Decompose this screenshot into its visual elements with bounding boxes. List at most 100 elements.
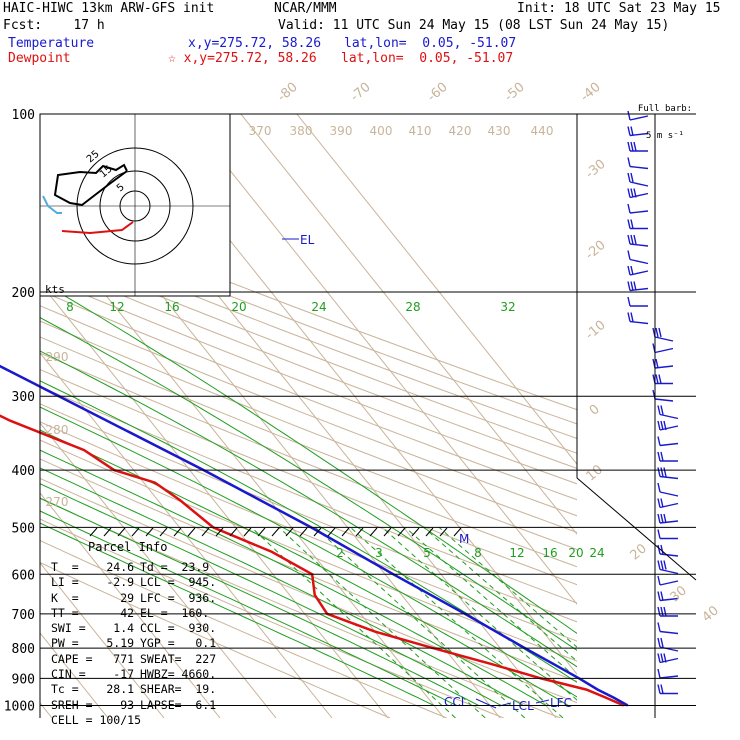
annotation-lcl: LCL bbox=[512, 699, 534, 713]
barb-legend-line2: 5 m s⁻¹ bbox=[646, 131, 684, 141]
wind-barb-shaft bbox=[659, 675, 679, 679]
dewpoint-xy: ☆ x,y=275.72, 58.26 bbox=[168, 51, 317, 66]
wind-barb bbox=[657, 405, 679, 420]
wind-barb bbox=[657, 606, 678, 617]
mixing-ratio-line bbox=[251, 527, 456, 718]
level-hatch bbox=[131, 527, 140, 537]
wind-barb bbox=[652, 327, 674, 342]
wind-barb-shaft bbox=[629, 115, 649, 121]
isotherm-label: -30 bbox=[583, 157, 609, 182]
mixing-ratio-line bbox=[405, 527, 577, 679]
mixing-ratio-label: 2 bbox=[336, 546, 344, 560]
wind-barb bbox=[627, 250, 649, 265]
temperature-xy: x,y=275.72, 58.26 bbox=[188, 36, 322, 51]
mixing-ratio-label: 8 bbox=[474, 546, 482, 560]
isotherm-label: -10 bbox=[583, 318, 609, 343]
wind-barb-shaft bbox=[659, 630, 679, 635]
wind-barb-flag bbox=[633, 141, 637, 152]
wind-barb-flag bbox=[660, 420, 664, 431]
wind-barb-flag bbox=[657, 591, 661, 601]
wind-barb-flag bbox=[627, 110, 631, 121]
parcel-row-left: SWI = 1.4 bbox=[51, 621, 135, 636]
wind-barb-flag bbox=[627, 234, 631, 245]
wind-barb-flag bbox=[660, 606, 664, 617]
wind-barb bbox=[657, 684, 678, 695]
wind-barb bbox=[657, 436, 679, 447]
dry-adiabat-line bbox=[40, 385, 577, 604]
wind-barb-flag bbox=[657, 653, 661, 663]
wind-barb-flag bbox=[630, 281, 634, 291]
wind-barb-flag bbox=[657, 529, 661, 539]
level-hatch bbox=[285, 527, 294, 537]
wind-barb-flag bbox=[627, 126, 631, 136]
wind-barb-shaft bbox=[629, 181, 649, 187]
wind-barb-flag bbox=[630, 188, 634, 198]
wind-barb-flag bbox=[630, 126, 634, 136]
isotherm-label: -80 bbox=[275, 80, 301, 105]
isotherm-line bbox=[40, 422, 277, 718]
wind-barb-shaft bbox=[654, 347, 674, 354]
wind-barb-flag bbox=[660, 451, 664, 462]
isotherm-line bbox=[40, 492, 221, 718]
wind-barb-flag bbox=[627, 203, 631, 214]
wind-barb-flag bbox=[663, 467, 667, 477]
annotation-el: EL bbox=[300, 233, 315, 247]
level-hatch bbox=[257, 527, 266, 537]
wind-barb-shaft bbox=[654, 398, 674, 402]
wind-barb-shaft bbox=[659, 475, 679, 480]
wind-barb bbox=[657, 560, 679, 575]
barb-legend: Full barb: 5 m s⁻¹ bbox=[630, 87, 700, 150]
wind-barb bbox=[657, 498, 679, 509]
level-hatch bbox=[117, 527, 126, 537]
wind-barb-flag bbox=[660, 560, 664, 570]
theta-e-label: 32 bbox=[500, 300, 515, 314]
wind-barb bbox=[652, 343, 674, 354]
wind-barb-flag bbox=[663, 653, 667, 663]
isotherm-label: -60 bbox=[425, 80, 451, 105]
wind-barb-flag bbox=[657, 482, 661, 493]
wind-barb-flag bbox=[657, 544, 661, 555]
mixing-ratio-label: 16 bbox=[542, 546, 557, 560]
pressure-tick-label: 300 bbox=[12, 390, 35, 405]
wind-barb bbox=[627, 219, 648, 230]
mixing-ratio-label: 5 bbox=[423, 546, 431, 560]
isotherm-label: 10 bbox=[584, 462, 606, 484]
annotation-ccl: CCL bbox=[444, 695, 468, 709]
wind-barb bbox=[657, 637, 679, 652]
wind-barb bbox=[627, 203, 649, 214]
isotherm-line bbox=[184, 114, 577, 606]
dry-adiabat-line bbox=[40, 352, 577, 568]
parcel-row-left: CAPE = 771 bbox=[51, 651, 135, 666]
wind-barb-flag bbox=[663, 420, 667, 431]
theta-label: 410 bbox=[409, 124, 432, 138]
wind-barb-flag bbox=[660, 513, 664, 524]
theta-label: 380 bbox=[290, 124, 313, 138]
parcel-row-left: TT = 42 bbox=[51, 605, 135, 620]
isotherm-label: -40 bbox=[578, 80, 604, 105]
wind-barb-shaft bbox=[629, 210, 649, 214]
temperature-latlon: lat,lon= 0.05, -51.07 bbox=[344, 36, 517, 51]
level-hatch bbox=[173, 527, 182, 537]
wind-barb-flag bbox=[627, 265, 631, 276]
wind-barb bbox=[627, 312, 649, 325]
level-hatch bbox=[215, 527, 224, 537]
dry-adiabat-line bbox=[40, 458, 577, 683]
parcel-row-right: LFC = 936. bbox=[140, 590, 217, 605]
level-hatch bbox=[425, 527, 434, 537]
wind-barb-flag bbox=[663, 560, 667, 570]
wind-barb-flag bbox=[627, 188, 631, 198]
wind-barb bbox=[627, 172, 649, 187]
level-hatch bbox=[313, 527, 322, 537]
level-hatch bbox=[383, 527, 392, 537]
theta-label: 280 bbox=[46, 423, 69, 437]
parcel-row-right: Td = 23.9 bbox=[140, 560, 210, 574]
hodograph-ring bbox=[76, 147, 194, 265]
wind-barb-flag bbox=[657, 560, 661, 570]
wind-barb bbox=[627, 141, 648, 152]
lfc-marker bbox=[535, 699, 550, 704]
temperature-curve bbox=[0, 364, 629, 707]
dry-adiabat-line bbox=[40, 320, 577, 533]
wind-barb-flag bbox=[660, 544, 664, 555]
level-hatch bbox=[369, 527, 378, 537]
theta-label: 390 bbox=[330, 124, 353, 138]
